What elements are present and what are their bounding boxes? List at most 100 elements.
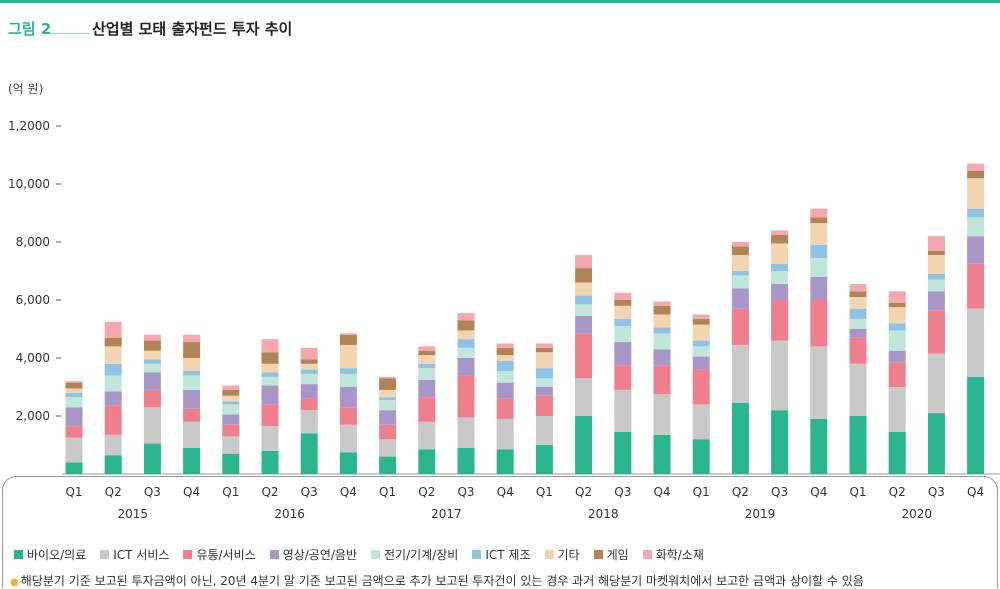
bar-segment bbox=[379, 378, 397, 390]
x-tick-label: Q1 bbox=[693, 485, 710, 499]
bar-segment bbox=[888, 291, 906, 303]
bar-segment bbox=[731, 242, 749, 247]
x-tick-label: Q4 bbox=[340, 485, 357, 499]
bar-segment bbox=[575, 416, 593, 474]
bar-segment bbox=[614, 292, 632, 300]
bar-segment bbox=[888, 302, 906, 308]
bar-segment bbox=[771, 230, 789, 235]
bar-segment bbox=[183, 408, 201, 422]
bar-segment bbox=[535, 387, 553, 396]
bar-segment bbox=[535, 368, 553, 379]
year-label: 2018 bbox=[588, 507, 619, 521]
bar-segment bbox=[261, 352, 279, 364]
bar-segment bbox=[104, 321, 122, 338]
bar-segment bbox=[849, 297, 867, 309]
bar-segment bbox=[104, 346, 122, 364]
bar-segment bbox=[535, 352, 553, 369]
year-label: 2015 bbox=[118, 507, 149, 521]
footnote-text: 해당분기 기준 보고된 투자금액이 아닌, 20년 4분기 말 기준 보고된 금… bbox=[20, 574, 864, 588]
bar-segment bbox=[418, 355, 436, 364]
bar-segment bbox=[339, 424, 357, 453]
bar-segment bbox=[300, 373, 318, 385]
bar-segment bbox=[143, 443, 161, 474]
bar-segment bbox=[888, 362, 906, 387]
bar-segment bbox=[379, 456, 397, 474]
bar-segment bbox=[457, 417, 475, 448]
bar-segment bbox=[927, 310, 945, 354]
bar-segment bbox=[457, 320, 475, 331]
bar-segment bbox=[692, 314, 710, 319]
bar-segment bbox=[810, 208, 828, 218]
legend-label: 기타 bbox=[557, 548, 580, 562]
x-tick-label: Q4 bbox=[967, 485, 984, 499]
bar-segment bbox=[183, 342, 201, 358]
bar-segment bbox=[927, 250, 945, 256]
bar-segment bbox=[575, 315, 593, 334]
bar-segment bbox=[183, 358, 201, 372]
bar-segment bbox=[457, 330, 475, 340]
bar-segment bbox=[653, 301, 671, 306]
bar-segment bbox=[418, 368, 436, 380]
bar-segment bbox=[810, 217, 828, 224]
bar-segment bbox=[339, 373, 357, 387]
bar-segment bbox=[457, 447, 475, 474]
bar-segment bbox=[810, 276, 828, 300]
bar-segment bbox=[927, 255, 945, 274]
x-tick-label: Q1 bbox=[65, 485, 82, 499]
bar-segment bbox=[496, 360, 514, 372]
bar-segment bbox=[222, 453, 240, 474]
bar-segment bbox=[143, 340, 161, 351]
bar-segment bbox=[65, 426, 83, 438]
bar-segment bbox=[418, 421, 436, 450]
bar-segment bbox=[927, 279, 945, 292]
bar-segment bbox=[849, 363, 867, 416]
bar-segment bbox=[104, 363, 122, 376]
legend-label: 게임 bbox=[606, 548, 629, 562]
bar-segment bbox=[614, 305, 632, 319]
bar-segment bbox=[535, 343, 553, 348]
x-tick-label: Q2 bbox=[105, 485, 122, 499]
bar-segment bbox=[810, 346, 828, 419]
bar-segment bbox=[614, 326, 632, 343]
bar-segment bbox=[653, 365, 671, 395]
y-tick-label: 10,000 bbox=[8, 177, 50, 191]
bar-segment bbox=[65, 407, 83, 427]
bar-segment bbox=[65, 462, 83, 474]
bar-segment bbox=[692, 404, 710, 440]
bar-segment bbox=[653, 434, 671, 474]
bar-segment bbox=[927, 273, 945, 280]
bar-segment bbox=[496, 418, 514, 450]
bar-segment bbox=[888, 307, 906, 324]
legend-swatch bbox=[593, 550, 603, 559]
bar-segment bbox=[339, 333, 357, 335]
bar-segment bbox=[496, 449, 514, 474]
bar-segment bbox=[143, 363, 161, 373]
bar-segment bbox=[183, 334, 201, 343]
bar-segment bbox=[731, 344, 749, 403]
bar-segment bbox=[614, 365, 632, 390]
bar-segment bbox=[496, 398, 514, 419]
bar-segment bbox=[300, 384, 318, 399]
bar-segment bbox=[927, 236, 945, 251]
y-tick-label: 1,2000 bbox=[8, 119, 50, 133]
bar-segment bbox=[967, 263, 985, 309]
legend-item: 전기/기계/장비 bbox=[371, 546, 458, 563]
legend-item: 바이오/의료 bbox=[14, 546, 86, 563]
bar-segment bbox=[496, 347, 514, 356]
bar-segment bbox=[731, 275, 749, 289]
bar-segment bbox=[771, 284, 789, 300]
bar-segment bbox=[183, 371, 201, 376]
bar-segment bbox=[810, 244, 828, 258]
bar-segment bbox=[575, 304, 593, 316]
x-tick-label: Q1 bbox=[379, 485, 396, 499]
bar-segment bbox=[810, 418, 828, 474]
legend-swatch bbox=[183, 550, 193, 559]
legend-item: 영상/공연/음반 bbox=[269, 546, 357, 563]
bar-segment bbox=[339, 368, 357, 374]
bar-segment bbox=[496, 382, 514, 399]
bar-segment bbox=[418, 449, 436, 474]
legend-swatch bbox=[472, 550, 482, 559]
bar-segment bbox=[614, 342, 632, 366]
y-tick-label: 8,000 bbox=[16, 235, 50, 249]
bar-segment bbox=[731, 271, 749, 276]
